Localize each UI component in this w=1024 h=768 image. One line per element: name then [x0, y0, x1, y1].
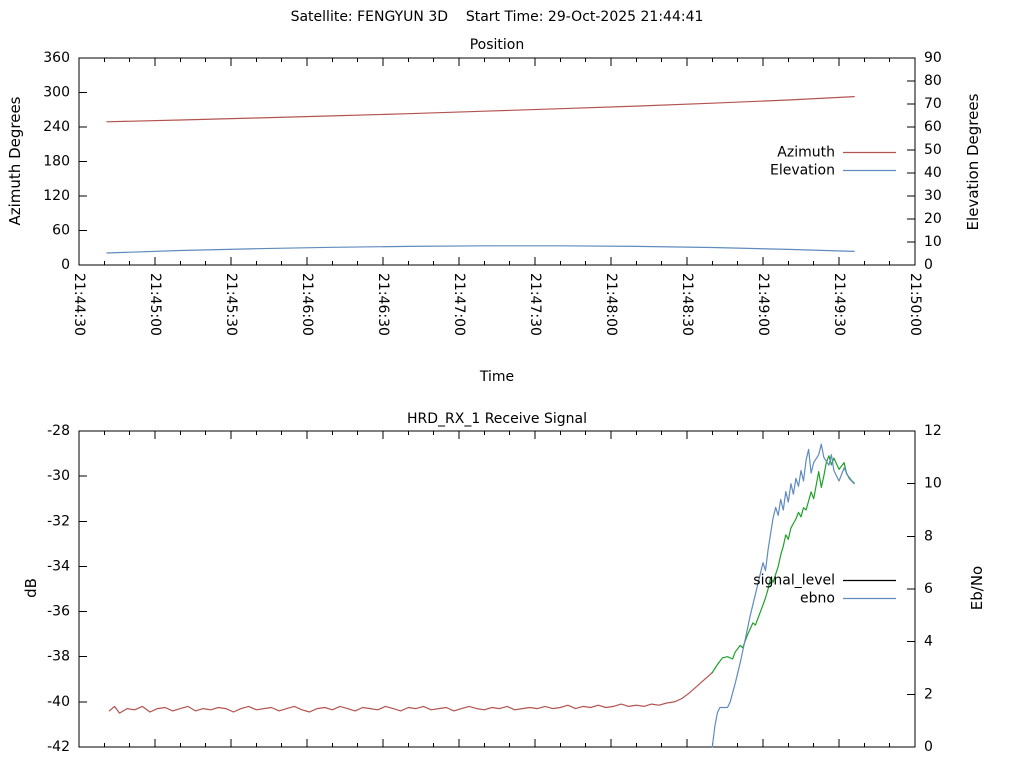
y2-tick-label: 8 [924, 528, 933, 544]
y-tick-label: 0 [61, 257, 70, 273]
y2-tick-label: 60 [924, 119, 942, 135]
legend-label: Azimuth [777, 145, 835, 161]
y2-tick-label: 0 [924, 739, 933, 755]
y2-tick-label: 70 [924, 96, 942, 112]
y2-tick-label: 0 [924, 257, 933, 273]
x-tick-label: 21:45:30 [223, 273, 239, 336]
y2-tick-label: 80 [924, 73, 942, 89]
ebno-axis-label: Eb/No [968, 566, 986, 610]
x-tick-label: 21:47:00 [451, 273, 467, 336]
y-tick-label: 360 [43, 50, 70, 66]
y2-tick-label: 4 [924, 634, 933, 650]
series-signal_level_pre_lock [108, 671, 713, 714]
receive-signal-chart-title: HRD_RX_1 Receive Signal [407, 411, 587, 427]
series-ebno [711, 443, 855, 748]
y-tick-label: -34 [47, 558, 70, 574]
x-tick-label: 21:46:00 [299, 273, 315, 336]
series-Azimuth [106, 95, 855, 123]
y2-tick-label: 2 [924, 686, 933, 702]
plot-border [78, 430, 916, 748]
position-chart-title: Position [470, 37, 525, 53]
x-tick-label: 21:49:30 [831, 273, 847, 336]
y2-tick-label: 20 [924, 211, 942, 227]
x-tick-label: 21:44:30 [71, 273, 87, 336]
position-chart: 21:44:30 21:45:00 21:45:30 21:46:00 21:46:30… [43, 50, 942, 336]
main-title: Satellite: FENGYUN 3D Start Time: 29-Oct… [291, 9, 704, 25]
y-tick-label: -30 [47, 468, 70, 484]
y2-tick-label: 90 [924, 50, 942, 66]
y-tick-label: 120 [43, 188, 70, 204]
legend-label: signal_level [753, 573, 835, 589]
x-tick-label: 21:47:30 [527, 273, 543, 336]
x-tick-label: 21:48:00 [603, 273, 619, 336]
x-tick-label: 21:50:00 [907, 273, 923, 336]
y-tick-label: 240 [43, 119, 70, 135]
y-tick-label: 300 [43, 85, 70, 101]
y2-tick-label: 12 [924, 423, 942, 439]
y-tick-label: -28 [47, 423, 70, 439]
series-signal_level_locked [711, 455, 855, 674]
time-axis-label: Time [479, 369, 514, 385]
azimuth-axis-label: Azimuth Degrees [6, 96, 24, 225]
y-tick-label: -40 [47, 694, 70, 710]
db-axis-label: dB [22, 578, 40, 598]
y-tick-label: 60 [52, 223, 70, 239]
series-Elevation [106, 245, 855, 254]
y-tick-label: -42 [47, 739, 70, 755]
legend-label: Elevation [770, 163, 835, 179]
x-tick-label: 21:48:30 [679, 273, 695, 336]
legend-label: ebno [800, 591, 835, 607]
y-tick-label: -38 [47, 649, 70, 665]
y-tick-label: 180 [43, 154, 70, 170]
y2-tick-label: 10 [924, 476, 942, 492]
x-tick-label: 21:49:00 [755, 273, 771, 336]
x-tick-label: 21:45:00 [147, 273, 163, 336]
plot-border [78, 57, 916, 266]
y2-tick-label: 30 [924, 188, 942, 204]
y-tick-label: -32 [47, 513, 70, 529]
elevation-axis-label: Elevation Degrees [964, 93, 982, 230]
y-tick-label: -36 [47, 604, 70, 620]
y2-tick-label: 6 [924, 581, 933, 597]
x-tick-label: 21:46:30 [375, 273, 391, 336]
y2-tick-label: 10 [924, 234, 942, 250]
receive-signal-chart: -42 -40 -38 -36 -34 -32 -30 -28 0 2 4 6 8 10 12 signal_… [47, 423, 942, 755]
y2-tick-label: 50 [924, 142, 942, 158]
y2-tick-label: 40 [924, 165, 942, 181]
